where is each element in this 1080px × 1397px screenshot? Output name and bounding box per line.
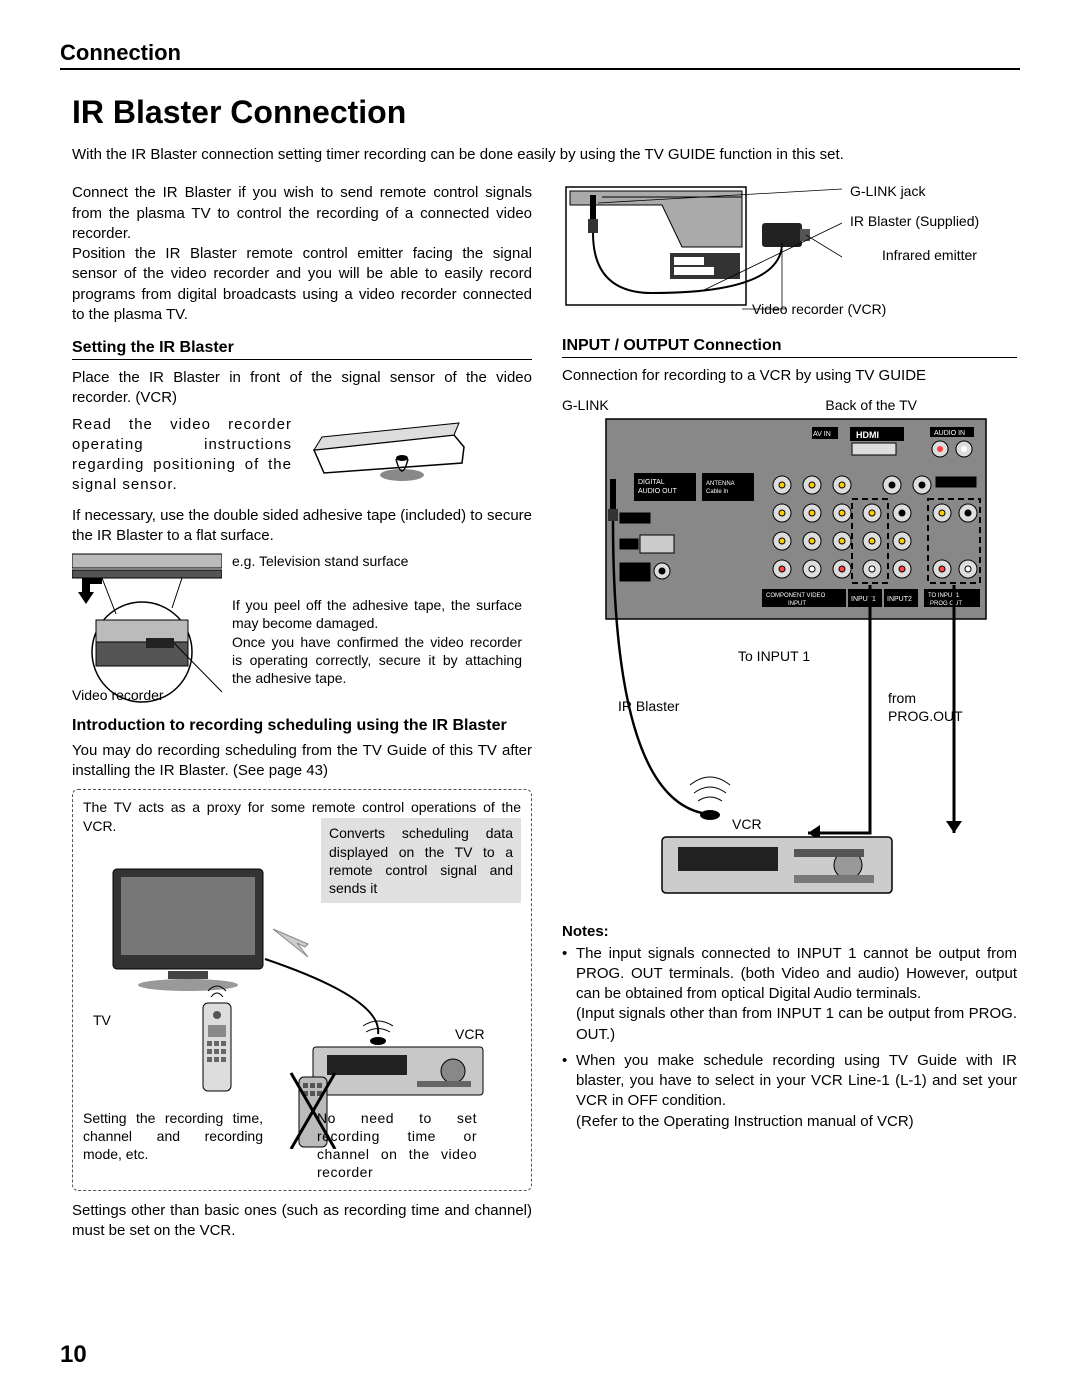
right-column: G-LINK jack IR Blaster (Supplied) Infrar… [562, 183, 1017, 1241]
tv-back-panel-icon: AV IN HDMI AUDIO IN DIGITAL AUDIO OUT AN… [562, 413, 1002, 903]
left-p1: Connect the IR Blaster if you wish to se… [72, 183, 532, 244]
section-header: Connection [60, 40, 1020, 70]
tv-label: TV [93, 1012, 112, 1028]
svg-text:IR Blaster: IR Blaster [618, 698, 680, 714]
svg-text:AV IN: AV IN [813, 431, 831, 438]
svg-text:INPUT1: INPUT1 [851, 596, 876, 603]
svg-text:VCR: VCR [732, 816, 762, 832]
setting-heading: Setting the IR Blaster [72, 339, 532, 360]
left-p2: Position the IR Blaster remote control e… [72, 244, 532, 325]
right-p1: Connection for recording to a VCR by usi… [562, 366, 1017, 386]
svg-text:PROG OUT: PROG OUT [930, 601, 962, 607]
svg-text:AUDIO: AUDIO [622, 567, 641, 573]
intro-heading: Introduction to recording scheduling usi… [72, 716, 532, 737]
svg-text:VIDEO: VIDEO [622, 516, 644, 523]
svg-text:COMPONENT VIDEO: COMPONENT VIDEO [766, 593, 826, 599]
left-p6: You may do recording scheduling from the… [72, 741, 532, 782]
left-p5: If necessary, use the double sided adhes… [72, 506, 532, 547]
note-2: When you make schedule recording using T… [562, 1051, 1017, 1132]
svg-text:S VIDEO: S VIDEO [940, 480, 969, 487]
svg-text:DIGITAL: DIGITAL [638, 479, 665, 486]
back-tv-label: Back of the TV [825, 397, 917, 413]
caption-stand: e.g. Television stand surface [232, 552, 522, 570]
infrared-label: Infrared emitter [882, 247, 982, 263]
svg-text:ANTENNA: ANTENNA [706, 481, 735, 487]
vcr-label: VCR [455, 1026, 485, 1042]
svg-text:Cable In: Cable In [706, 489, 728, 495]
svg-text:HDMI: HDMI [856, 430, 879, 440]
page-title: IR Blaster Connection [72, 94, 1020, 131]
svg-text:from: from [888, 690, 916, 706]
svg-text:INPUT2: INPUT2 [887, 596, 912, 603]
two-column-layout: Connect the IR Blaster if you wish to se… [72, 183, 1020, 1241]
left-p7: Settings other than basic ones (such as … [72, 1201, 532, 1242]
svg-text:PC: PC [623, 542, 633, 549]
glink-jack-label: G-LINK jack [850, 183, 925, 199]
io-heading: INPUT / OUTPUT Connection [562, 337, 1017, 358]
note-1: The input signals connected to INPUT 1 c… [562, 944, 1017, 1045]
svg-text:AUDIO OUT: AUDIO OUT [638, 488, 678, 495]
caption-tape: If you peel off the adhesive tape, the s… [232, 596, 522, 687]
proxy-diagram-box: The TV acts as a proxy for some remote c… [72, 789, 532, 1190]
svg-text:INPUT: INPUT [788, 601, 806, 607]
notes-heading: Notes: [562, 923, 1017, 940]
left-column: Connect the IR Blaster if you wish to se… [72, 183, 532, 1241]
intro-text: With the IR Blaster connection setting t… [72, 145, 1020, 165]
box-noneed: No need to set recording time or channel… [317, 1109, 477, 1182]
svg-text:AUDIO IN: AUDIO IN [934, 430, 965, 437]
left-p4: Read the video recorder operating instru… [72, 415, 292, 496]
converts-callout: Converts scheduling data displayed on th… [321, 818, 521, 903]
vcr-sketch-icon [304, 415, 474, 485]
page-number: 10 [60, 1341, 87, 1369]
svg-text:To INPUT 1: To INPUT 1 [738, 648, 810, 664]
ir-supplied-label: IR Blaster (Supplied) [850, 213, 979, 229]
svg-text:PROG.OUT: PROG.OUT [888, 708, 963, 724]
vcr-label: Video recorder (VCR) [752, 301, 886, 317]
glink-jack-diagram-icon [562, 183, 842, 318]
box-setting: Setting the recording time, channel and … [83, 1109, 263, 1182]
glink-label: G-LINK [562, 397, 609, 413]
svg-text:IN: IN [628, 575, 634, 581]
left-p3: Place the IR Blaster in front of the sig… [72, 368, 532, 409]
